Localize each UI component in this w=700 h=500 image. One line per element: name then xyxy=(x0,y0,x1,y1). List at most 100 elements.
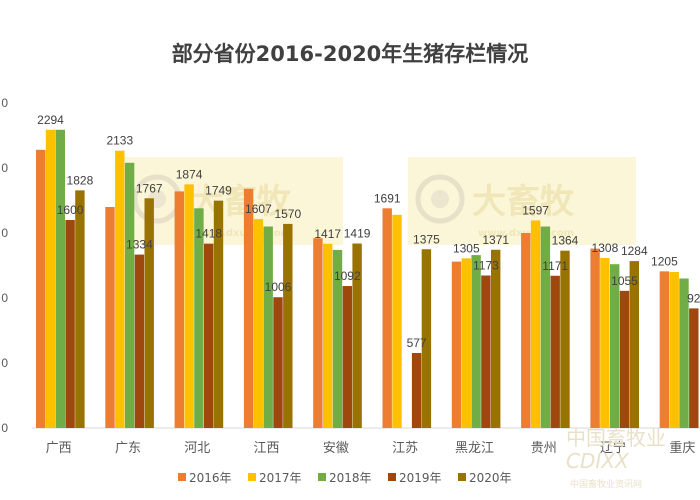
bar xyxy=(610,264,620,428)
bar xyxy=(134,254,145,428)
bar xyxy=(491,249,501,428)
bar xyxy=(144,198,154,428)
bar xyxy=(332,249,343,428)
bar xyxy=(115,150,125,428)
bar xyxy=(243,188,254,428)
watermark-text: 大畜牧 xyxy=(189,182,292,222)
x-tick-label: 辽宁 xyxy=(600,440,626,456)
data-label: 2294 xyxy=(37,113,64,127)
bar xyxy=(283,223,293,428)
bar xyxy=(263,226,273,428)
data-label: 1006 xyxy=(265,280,292,294)
bar xyxy=(184,184,194,428)
data-label: 1570 xyxy=(274,207,301,221)
x-tick-label: 广西 xyxy=(46,441,72,456)
corner-watermark-logo: CDIXX xyxy=(566,449,630,473)
legend-item: 2019年 xyxy=(388,471,442,485)
bar xyxy=(36,149,46,429)
bar xyxy=(669,272,679,428)
bar xyxy=(421,249,432,428)
legend-item: 2020年 xyxy=(458,471,512,485)
data-label: 1691 xyxy=(374,191,401,205)
data-label: 1055 xyxy=(611,274,638,288)
legend-item: 2017年 xyxy=(248,471,302,485)
legend-swatch xyxy=(318,473,326,481)
data-label: 1767 xyxy=(136,181,163,195)
legend-label: 2020年 xyxy=(469,471,512,485)
bar xyxy=(461,258,471,428)
data-label: 92 xyxy=(687,291,700,305)
data-label: 1284 xyxy=(621,244,648,258)
x-tick-label: 黑龙江 xyxy=(455,441,494,456)
bar xyxy=(313,238,323,428)
legend-swatch xyxy=(388,473,396,481)
bar xyxy=(204,243,214,428)
bar xyxy=(481,275,491,428)
legend-label: 2018年 xyxy=(329,471,372,485)
data-label: 1305 xyxy=(453,241,480,255)
data-label: 1371 xyxy=(482,233,509,247)
bar xyxy=(75,190,85,428)
data-label: 2133 xyxy=(106,134,133,148)
data-label: 1607 xyxy=(245,202,272,216)
y-tick-label: 0 xyxy=(1,96,8,110)
bar xyxy=(411,352,422,428)
bar xyxy=(659,271,670,428)
bar xyxy=(629,261,639,428)
data-label: 1749 xyxy=(205,184,232,198)
bar xyxy=(619,290,630,428)
x-tick-label: 江西 xyxy=(254,441,280,456)
watermark-dot-icon xyxy=(431,190,449,208)
data-label: 577 xyxy=(407,336,427,350)
bar xyxy=(382,208,392,428)
bar xyxy=(679,278,689,428)
bar xyxy=(124,162,135,429)
corner-watermark-title: 中国畜牧业 xyxy=(566,426,666,450)
data-label: 1600 xyxy=(57,203,84,217)
bar xyxy=(105,207,115,428)
bar xyxy=(323,243,333,428)
data-label: 1597 xyxy=(522,203,549,217)
x-tick-label: 广东 xyxy=(115,441,141,456)
y-tick-label: 0 xyxy=(1,356,8,370)
legend-item: 2018年 xyxy=(318,471,372,485)
bar xyxy=(560,250,570,428)
legend-label: 2016年 xyxy=(189,471,232,485)
data-label: 1173 xyxy=(473,259,499,273)
data-label: 1828 xyxy=(67,173,94,187)
watermark-logo: 大畜牧 www.dxumu.com xyxy=(125,157,343,245)
data-label: 1375 xyxy=(413,232,440,246)
data-label: 1092 xyxy=(334,269,361,283)
bar xyxy=(521,233,531,428)
bar xyxy=(392,214,402,428)
bar xyxy=(55,129,65,428)
data-label: 1308 xyxy=(592,241,619,255)
bar xyxy=(194,208,204,428)
legend-swatch xyxy=(248,473,256,481)
bar xyxy=(253,219,264,428)
legend-label: 2017年 xyxy=(259,471,302,485)
bar xyxy=(213,200,224,428)
bar xyxy=(342,286,352,428)
legend-swatch xyxy=(178,473,186,481)
bar xyxy=(45,129,56,428)
x-tick-label: 河北 xyxy=(184,441,210,456)
bar xyxy=(65,220,75,428)
bar xyxy=(550,275,560,428)
legend-item: 2016年 xyxy=(178,471,232,485)
x-tick-label: 安徽 xyxy=(323,441,349,456)
bar xyxy=(540,226,551,428)
data-label: 1334 xyxy=(126,238,153,252)
data-label: 1417 xyxy=(314,227,341,241)
legend-swatch xyxy=(458,473,466,481)
corner-watermark-subtitle: 中国畜牧业资讯网 xyxy=(570,478,642,490)
x-tick-label: 江苏 xyxy=(392,440,418,456)
bar xyxy=(174,191,184,428)
bar xyxy=(451,261,462,428)
watermark-url: www.dxumu.com xyxy=(195,228,291,239)
bar xyxy=(273,297,283,428)
watermark-text: 大畜牧 xyxy=(472,182,575,222)
